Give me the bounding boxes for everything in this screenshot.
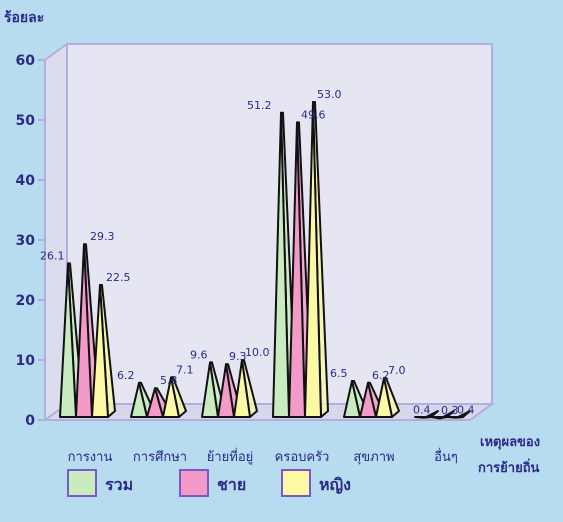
data-label: 5.3: [160, 374, 178, 387]
y-tick-label: 20: [16, 293, 36, 309]
legend-swatch: [281, 469, 311, 497]
category-label: อื่นๆ: [434, 448, 458, 465]
data-label: 49.6: [301, 108, 326, 121]
bar: [288, 121, 306, 418]
data-label: 51.2: [247, 99, 272, 112]
data-label: 0.4: [457, 404, 475, 417]
bar: [343, 380, 361, 418]
x-axis-label-line2: การย้ายถิ่น: [478, 458, 540, 476]
bar: [272, 111, 290, 418]
data-label: 9.3: [229, 350, 247, 363]
legend-swatch: [179, 469, 209, 497]
category-labels: การงาน การศึกษา ย้ายที่อยู่ ครอบครัว สุขภาพ อ…: [68, 448, 458, 465]
bar: [59, 262, 77, 418]
data-label: 6.5: [330, 367, 348, 380]
bar: [304, 101, 322, 418]
y-tick-label: 30: [16, 233, 36, 249]
y-tick-label: 0: [25, 413, 35, 429]
bar: [130, 381, 148, 418]
category-label: การงาน: [68, 450, 113, 465]
category-label: ย้ายที่อยู่: [207, 448, 254, 465]
y-tick-label: 60: [16, 53, 36, 69]
y-tick-label: 50: [16, 113, 36, 129]
bar: [359, 381, 377, 418]
data-label: 22.5: [106, 271, 131, 284]
x-axis-label-line1: เหตุผลของ: [480, 435, 540, 450]
bar: [414, 416, 432, 419]
category-label: สุขภาพ: [353, 450, 394, 465]
legend-label: รวม: [105, 475, 133, 494]
legend-label: ชาย: [217, 475, 246, 494]
y-tick-label: 40: [16, 173, 36, 189]
bar: [233, 359, 251, 418]
y-axis-label: ร้อยละ: [4, 10, 44, 26]
data-label: 10.0: [245, 346, 270, 359]
bars: [59, 101, 471, 420]
data-label: 7.1: [176, 363, 194, 376]
data-label: 7.0: [388, 364, 406, 377]
category-label: ครอบครัว: [275, 450, 330, 465]
data-label: 29.3: [90, 230, 115, 243]
bar: [201, 361, 219, 418]
data-label: 53.0: [317, 88, 342, 101]
data-label: 0.4: [413, 404, 431, 417]
bar: [91, 284, 109, 418]
data-label: 6.2: [117, 369, 135, 382]
bar: [75, 243, 93, 418]
y-ticks: 0 10 20 30 40 50 60: [16, 53, 45, 429]
bar: [162, 376, 180, 418]
bar: [430, 416, 448, 420]
bar: [146, 387, 164, 418]
legend-swatch: [67, 469, 97, 497]
y-tick-label: 10: [16, 353, 36, 369]
category-label: การศึกษา: [133, 450, 187, 465]
data-label: 0.3: [441, 404, 459, 417]
data-label: 9.6: [190, 348, 208, 361]
bar: [446, 416, 464, 419]
data-labels: 26.1 29.3 22.5 6.2 5.37.1 9.6 9.310.0 51.2 49.6 5…: [40, 88, 475, 417]
bar: [375, 377, 393, 418]
legend: รวม ชาย หญิง: [67, 469, 351, 497]
legend-label: หญิง: [319, 475, 351, 495]
data-label: 26.1: [40, 249, 65, 262]
bar: [217, 363, 235, 418]
data-label: 6.2: [372, 369, 390, 382]
